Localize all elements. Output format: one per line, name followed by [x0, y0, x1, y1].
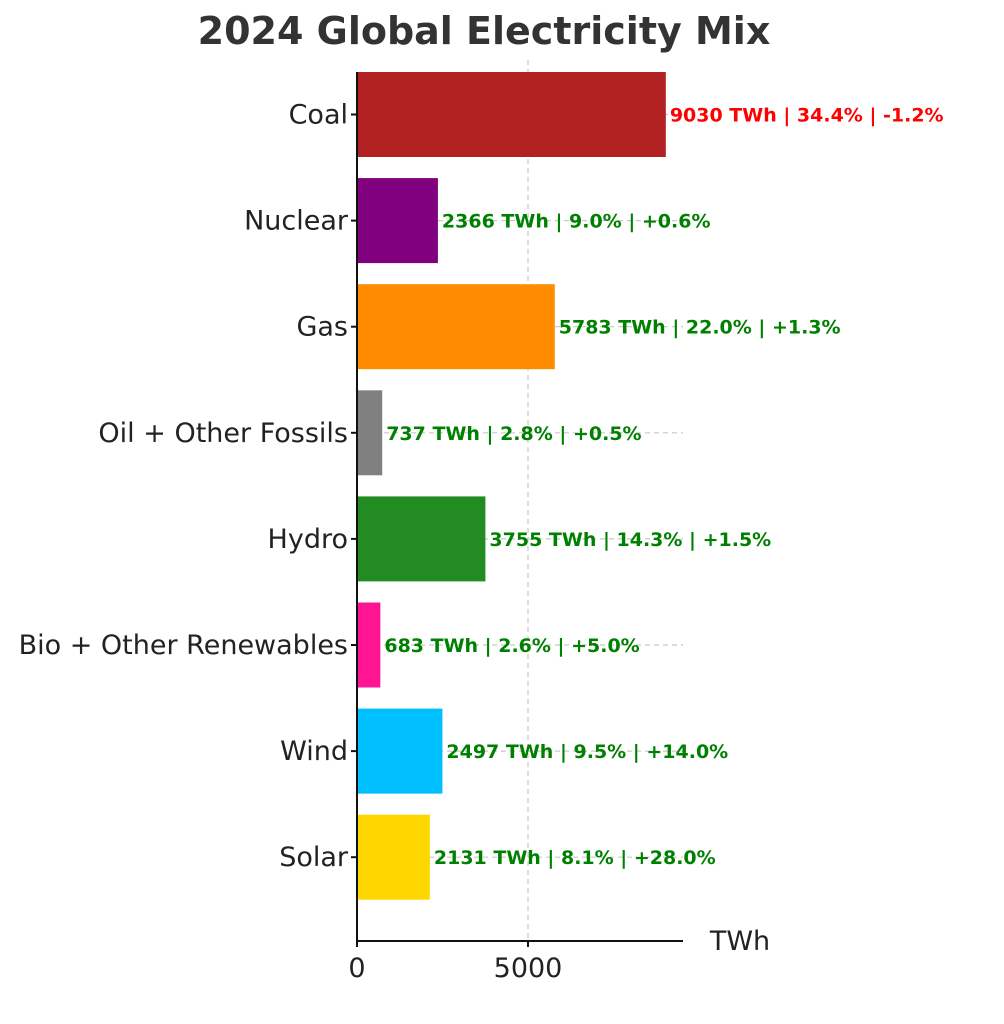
bar-2: [357, 284, 555, 370]
x-tick-labels: 0 5000: [348, 953, 562, 984]
chart-title: 2024 Global Electricity Mix: [198, 9, 771, 53]
x-tick-label-0: 0: [348, 953, 365, 984]
data-label-1: 2366 TWh | 9.0% | +0.6%: [442, 211, 711, 233]
data-label-5: 683 TWh | 2.6% | +5.0%: [384, 635, 639, 657]
data-label-7: 2131 TWh | 8.1% | +28.0%: [434, 847, 716, 869]
bar-6: [357, 708, 443, 794]
data-label-2: 5783 TWh | 22.0% | +1.3%: [559, 317, 841, 339]
category-label-3: Oil + Other Fossils: [98, 418, 348, 449]
category-label-0: Coal: [289, 100, 348, 131]
bar-3: [357, 390, 383, 476]
category-label-2: Gas: [296, 312, 348, 343]
category-label-1: Nuclear: [244, 206, 349, 237]
data-label-6: 2497 TWh | 9.5% | +14.0%: [446, 741, 728, 763]
bar-1: [357, 178, 438, 264]
category-label-5: Bio + Other Renewables: [19, 630, 348, 661]
bar-0: [357, 72, 666, 157]
data-label-3: 737 TWh | 2.8% | +0.5%: [386, 423, 641, 445]
category-label-6: Wind: [280, 736, 348, 767]
data-label-0: 9030 TWh | 34.4% | -1.2%: [670, 105, 944, 127]
bar-7: [357, 814, 430, 900]
category-label-4: Hydro: [268, 524, 348, 555]
axes: [351, 72, 683, 947]
bar-5: [357, 602, 381, 688]
data-labels: 9030 TWh | 34.4% | -1.2% 2366 TWh | 9.0% …: [384, 105, 943, 870]
bar-4: [357, 496, 486, 582]
category-labels: Coal Nuclear Gas Oil + Other Fossils Hydro Bi…: [19, 100, 349, 874]
category-label-7: Solar: [279, 842, 349, 873]
data-label-4: 3755 TWh | 14.3% | +1.5%: [489, 529, 771, 551]
x-axis-label: TWh: [709, 926, 770, 957]
bars: [357, 72, 666, 900]
x-tick-label-1: 5000: [494, 953, 563, 984]
